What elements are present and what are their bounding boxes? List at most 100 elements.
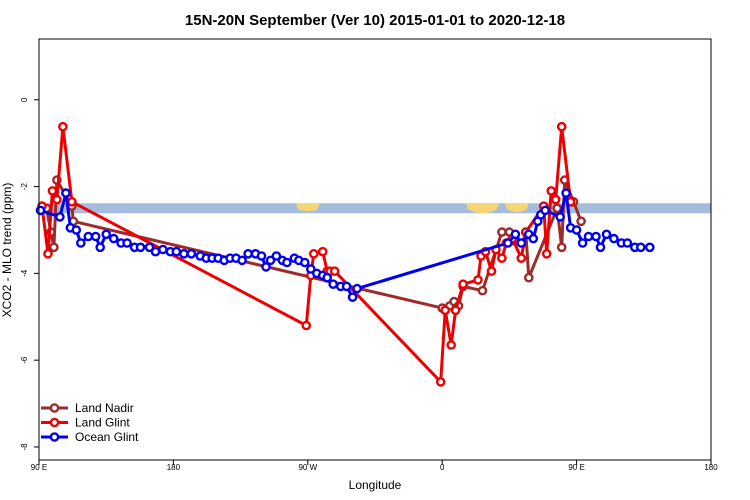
- data-point: [52, 194, 62, 205]
- data-point: [583, 231, 594, 242]
- x-tick-label: 90 E: [568, 463, 584, 472]
- data-point: [95, 242, 105, 253]
- x-tick-label: 0: [440, 463, 445, 472]
- x-tick-label: 90 E: [31, 463, 47, 472]
- data-point: [171, 246, 182, 257]
- land-segment: [504, 203, 529, 213]
- y-tick-label: -4: [20, 269, 29, 277]
- y-tick-label: -8: [20, 443, 29, 451]
- data-point: [108, 233, 119, 244]
- data-point: [282, 257, 292, 268]
- data-point: [305, 264, 316, 274]
- data-point: [541, 248, 552, 259]
- data-point: [546, 186, 557, 196]
- data-point: [458, 279, 468, 290]
- data-point: [636, 242, 646, 253]
- data-point: [301, 320, 312, 331]
- data-point: [135, 242, 146, 253]
- chart-title: 15N-20N September (Ver 10) 2015-01-01 to…: [185, 12, 565, 29]
- legend-marker: [49, 403, 60, 413]
- data-point: [308, 248, 319, 259]
- data-point: [516, 253, 527, 264]
- x-tick-label: 90 W: [298, 463, 317, 472]
- data-point: [58, 121, 68, 132]
- data-point: [35, 205, 46, 216]
- data-point: [446, 340, 457, 350]
- land-segment: [466, 203, 499, 214]
- data-point: [341, 281, 352, 292]
- data-point: [43, 248, 53, 259]
- data-point: [329, 266, 340, 277]
- data-point: [150, 246, 161, 257]
- series-land-glint: [37, 121, 576, 387]
- data-point: [473, 275, 483, 285]
- data-point: [352, 283, 362, 294]
- data-point: [49, 242, 59, 253]
- data-point: [76, 238, 86, 248]
- data-point: [577, 238, 588, 248]
- data-point: [47, 186, 58, 196]
- data-point: [186, 248, 197, 259]
- data-point: [67, 196, 77, 207]
- data-point: [158, 244, 168, 255]
- data-point: [317, 246, 328, 257]
- data-point: [328, 279, 339, 290]
- legend-label: Ocean Glint: [75, 430, 139, 444]
- land-segment: [295, 203, 320, 212]
- data-point: [90, 231, 101, 242]
- x-axis-label: Longitude: [349, 478, 402, 492]
- y-tick-label: -6: [20, 356, 29, 364]
- data-point: [322, 272, 333, 283]
- data-point: [503, 238, 513, 248]
- data-point: [561, 188, 571, 198]
- data-point: [450, 305, 461, 316]
- data-point: [576, 216, 586, 227]
- data-point: [601, 229, 612, 240]
- data-point: [71, 225, 82, 235]
- y-axis: 0 -2 -4 -6 -8: [20, 97, 39, 451]
- data-point: [347, 292, 358, 303]
- data-point: [83, 231, 94, 242]
- ocean-band: [39, 203, 711, 214]
- data-point: [497, 227, 507, 237]
- data-point: [555, 212, 566, 222]
- data-point: [510, 229, 521, 240]
- data-point: [622, 238, 633, 248]
- data-point: [540, 205, 551, 216]
- data-point: [271, 251, 282, 261]
- data-point: [55, 212, 65, 222]
- series-line: [40, 125, 573, 384]
- data-point: [435, 377, 446, 387]
- data-point: [571, 225, 582, 235]
- data-point: [261, 262, 271, 272]
- data-point: [101, 229, 111, 240]
- data-point: [645, 242, 655, 253]
- y-tick-label: 0: [20, 97, 29, 102]
- x-axis: 90 E 180 90 W 0 90 E 180: [31, 460, 718, 472]
- legend-marker: [49, 432, 60, 442]
- data-point: [440, 305, 451, 316]
- data-point: [122, 238, 132, 248]
- data-point: [528, 233, 539, 244]
- series-ocean-glint: [35, 188, 655, 303]
- data-point: [591, 231, 601, 242]
- data-point: [243, 248, 253, 259]
- series-layer: [35, 121, 655, 387]
- data-point: [550, 194, 561, 205]
- legend-marker: [49, 417, 60, 428]
- data-point: [552, 203, 563, 214]
- x-tick-label: 180: [167, 463, 181, 472]
- data-point: [486, 266, 497, 277]
- data-point: [237, 255, 247, 266]
- x-tick-label: 180: [704, 463, 718, 472]
- data-point: [256, 251, 267, 261]
- data-point: [265, 255, 276, 266]
- data-point: [477, 285, 488, 296]
- legend-label: Land Nadir: [75, 401, 134, 415]
- data-point: [595, 242, 606, 253]
- data-point: [497, 253, 507, 264]
- plot-frame: [38, 38, 712, 461]
- data-point: [524, 272, 534, 283]
